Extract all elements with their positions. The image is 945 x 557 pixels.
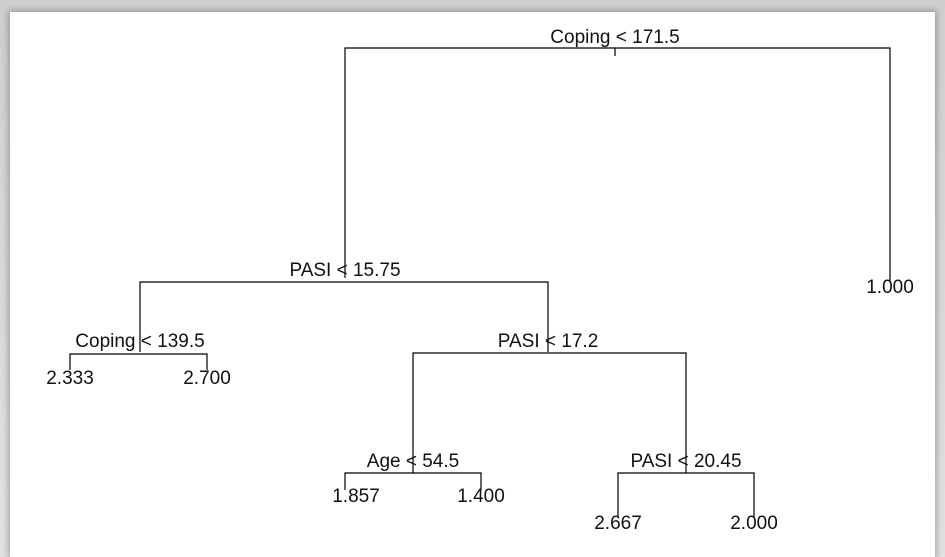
split-pasi-20 (617, 472, 755, 517)
plot-panel (10, 12, 935, 557)
node-label: PASI < 15.75 (289, 260, 400, 281)
node-label: Coping < 171.5 (550, 27, 679, 48)
split-root (344, 47, 891, 282)
node-label: 1.400 (457, 486, 505, 507)
split-age (344, 472, 482, 490)
node-label: 2.000 (730, 513, 778, 534)
node-label: 1.000 (866, 277, 914, 298)
node-label: 2.700 (183, 368, 231, 389)
node-label: PASI < 20.45 (630, 451, 741, 472)
node-label: Coping < 139.5 (75, 331, 204, 352)
node-label: PASI < 17.2 (498, 331, 599, 352)
split-coping-139 (69, 353, 208, 370)
node-label: 2.333 (46, 368, 94, 389)
split-pasi-17 (412, 352, 687, 473)
node-label: 1.857 (332, 486, 380, 507)
split-pasi-15 (139, 281, 549, 352)
node-label: Age < 54.5 (367, 451, 459, 472)
node-label: 2.667 (594, 513, 642, 534)
